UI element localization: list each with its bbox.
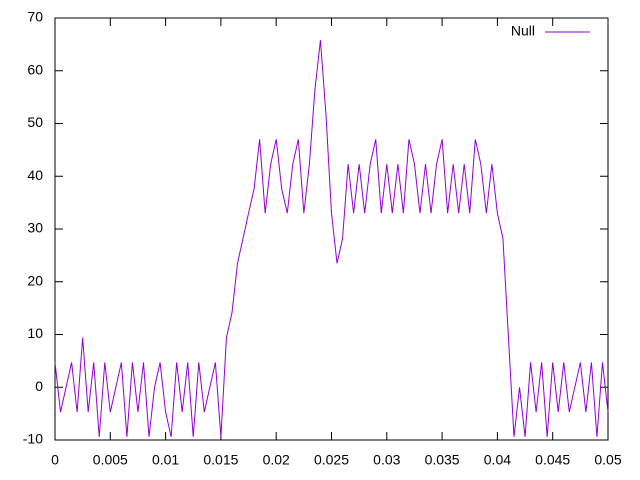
x-tick-label: 0 [51, 452, 59, 468]
y-tick-label: 0 [35, 378, 43, 394]
y-tick-label: 10 [27, 325, 43, 341]
x-tick-label: 0.02 [263, 452, 290, 468]
y-tick-label: 40 [27, 167, 43, 183]
y-tick-label: 20 [27, 272, 43, 288]
y-tick-label: 60 [27, 61, 43, 77]
x-tick-label: 0.035 [425, 452, 460, 468]
y-tick-label: 30 [27, 220, 43, 236]
x-tick-label: 0.025 [314, 452, 349, 468]
x-tick-label: 0.01 [152, 452, 179, 468]
x-tick-label: 0.045 [535, 452, 570, 468]
y-tick-label: 50 [27, 114, 43, 130]
x-tick-label: 0.015 [203, 452, 238, 468]
x-tick-label: 0.05 [594, 452, 621, 468]
x-tick-label: 0.03 [373, 452, 400, 468]
plot-border [54, 17, 609, 441]
data-line [54, 40, 609, 437]
x-tick-label: 0.005 [93, 452, 128, 468]
x-tick-label: 0.04 [484, 452, 511, 468]
y-tick-label: 70 [27, 9, 43, 25]
legend-label: Null [511, 23, 535, 39]
y-tick-label: -10 [23, 431, 43, 447]
